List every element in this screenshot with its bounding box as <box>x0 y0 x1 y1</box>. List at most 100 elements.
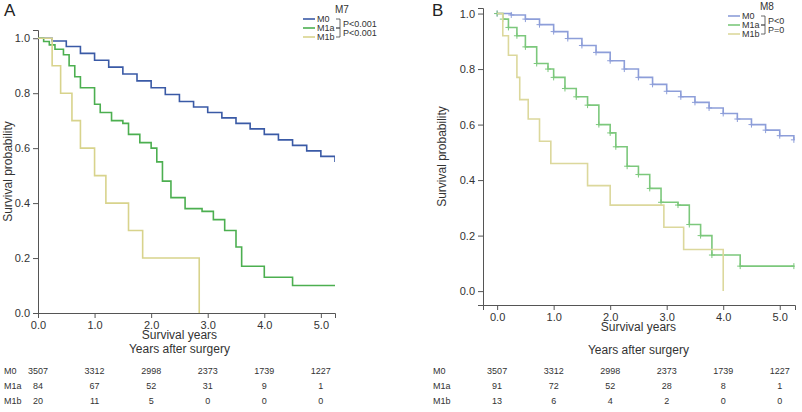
survival-curve <box>497 14 794 140</box>
legend-swatch <box>728 15 740 17</box>
censor-mark <box>573 94 579 100</box>
censor-mark <box>565 36 571 42</box>
y-tick: 0.8 <box>15 87 38 99</box>
censor-mark <box>596 122 602 128</box>
censor-mark <box>551 74 557 80</box>
y-tick: 0.4 <box>460 174 483 186</box>
risk-count: 4 <box>608 396 613 406</box>
risk-table-title: Years after surgery <box>129 342 230 356</box>
y-tick-label: 0.4 <box>460 174 475 186</box>
y-tick: 0.0 <box>460 285 483 297</box>
survival-curve <box>38 38 335 285</box>
censor-mark <box>777 133 783 139</box>
risk-count: 0 <box>205 396 210 406</box>
risk-count: 1227 <box>770 366 790 376</box>
y-tick-label: 0.8 <box>15 87 30 99</box>
risk-count: 2998 <box>141 366 161 376</box>
censor-mark <box>647 185 653 191</box>
censor-mark <box>635 172 641 178</box>
risk-count: 91 <box>492 381 502 391</box>
x-tick: 5.0 <box>773 305 788 323</box>
censor-mark <box>791 263 795 269</box>
x-tick-mark <box>667 305 668 310</box>
x-tick-mark <box>610 305 611 310</box>
censor-mark <box>505 24 511 30</box>
x-tick-label: 0.0 <box>31 319 46 331</box>
legend-swatch <box>303 36 315 38</box>
risk-count: 1 <box>318 381 323 391</box>
risk-table: Years after surgeryM03507331229982373173… <box>433 343 790 406</box>
y-tick-mark <box>33 148 38 149</box>
risk-row-label: M0 <box>433 366 446 376</box>
risk-row-label: M1a <box>4 381 22 391</box>
legend-label: M1b <box>317 32 335 42</box>
censor-mark <box>720 110 726 116</box>
censor-mark <box>624 163 630 169</box>
censor-mark <box>650 81 656 87</box>
plot-area <box>494 11 795 292</box>
risk-count: 1 <box>777 381 782 391</box>
x-tick: 4.0 <box>257 313 272 331</box>
y-tick: 0.2 <box>460 230 483 242</box>
risk-count: 2 <box>664 396 669 406</box>
x-tick: 4.0 <box>716 305 731 323</box>
y-axis: 0.0 0.2 0.4 0.6 0.8 1.0 <box>460 8 484 306</box>
y-tick-mark <box>33 313 38 314</box>
censor-mark <box>613 144 619 150</box>
panel: BSurvival probability0.01.02.03.04.05.00… <box>432 1 797 406</box>
censor-mark <box>686 222 692 228</box>
y-tick-mark <box>33 258 38 259</box>
x-tick-mark <box>723 305 724 310</box>
risk-count: 1227 <box>311 366 331 376</box>
survival-curve <box>38 38 335 162</box>
y-tick: 0.6 <box>460 119 483 131</box>
x-tick-mark <box>554 305 555 310</box>
y-tick-mark <box>33 203 38 204</box>
x-tick-label: 1.0 <box>87 319 102 331</box>
y-tick: 0.8 <box>460 63 483 75</box>
censor-mark <box>579 42 585 48</box>
legend-bracket <box>761 16 765 25</box>
risk-count: 8 <box>721 381 726 391</box>
risk-count: 5 <box>149 396 154 406</box>
censor-mark <box>664 88 670 94</box>
risk-row-label: M1b <box>433 396 451 406</box>
y-tick-label: 1.0 <box>460 8 475 20</box>
x-tick-mark <box>95 313 96 318</box>
y-tick-label: 0.2 <box>460 230 475 242</box>
censor-mark <box>522 16 528 22</box>
y-axis-line <box>478 9 484 306</box>
panel: ASurvival probability0.01.02.03.04.05.00… <box>1 1 377 406</box>
risk-table: Years after surgeryM03507331229982373173… <box>4 342 331 406</box>
risk-count: 0 <box>721 396 726 406</box>
y-tick: 0.4 <box>15 197 38 209</box>
risk-count: 13 <box>492 396 502 406</box>
p-value: P=0 <box>768 25 784 35</box>
risk-count: 52 <box>146 381 156 391</box>
y-axis: 0.00.20.40.60.81.0 <box>15 31 39 320</box>
x-axis-line <box>39 314 336 319</box>
censor-mark <box>534 61 540 67</box>
censor-mark <box>748 122 754 128</box>
risk-count: 1739 <box>254 366 274 376</box>
censor-mark <box>585 102 591 108</box>
x-tick-label: 4.0 <box>716 311 731 323</box>
legend-swatch <box>303 18 315 20</box>
survival-curve <box>497 14 794 267</box>
p-value: P<0.001 <box>343 28 377 38</box>
censor-mark <box>698 233 704 239</box>
risk-count: 3507 <box>487 366 507 376</box>
x-tick-label: 0.0 <box>490 311 505 323</box>
censor-mark <box>709 252 715 258</box>
risk-count: 31 <box>203 381 213 391</box>
censor-mark <box>508 12 514 18</box>
risk-count: 72 <box>549 381 559 391</box>
x-tick-mark <box>780 305 781 310</box>
x-tick-mark <box>151 313 152 318</box>
y-tick: 0.6 <box>15 142 38 154</box>
risk-table-title: Years after surgery <box>588 343 689 357</box>
y-tick-label: 0.6 <box>15 142 30 154</box>
censor-mark <box>551 29 557 35</box>
censor-mark <box>621 66 627 72</box>
x-tick: 5.0 <box>314 313 329 331</box>
